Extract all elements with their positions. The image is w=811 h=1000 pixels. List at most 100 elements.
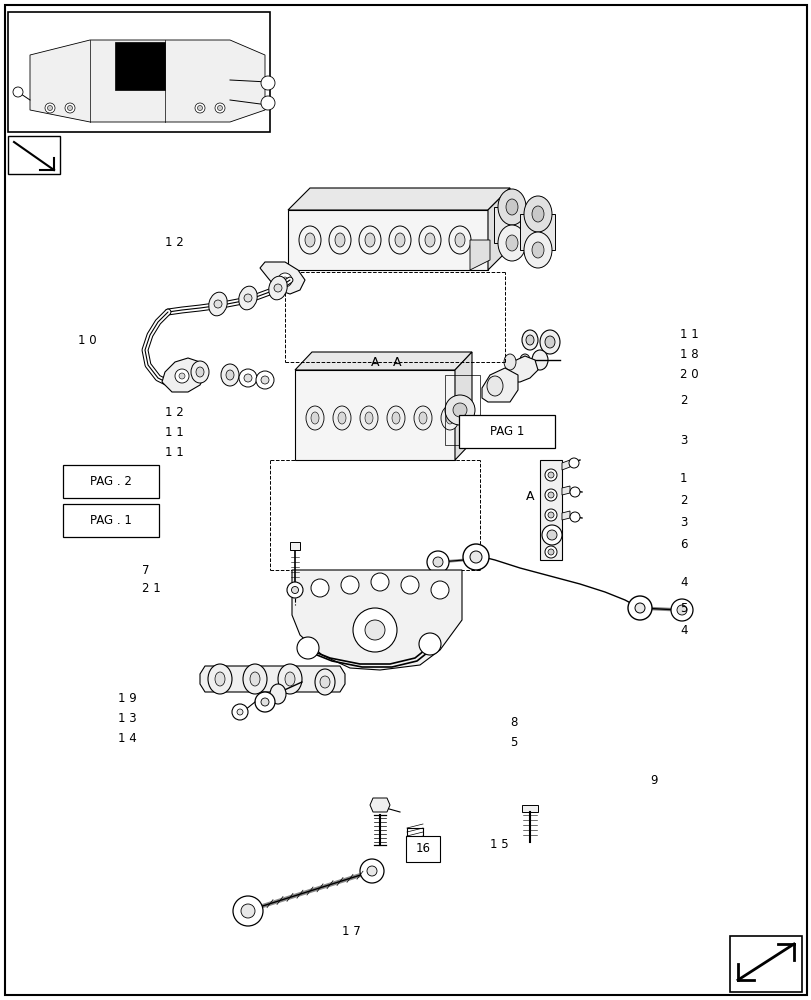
Bar (444, 375, 479, 445)
Circle shape (432, 557, 443, 567)
Ellipse shape (305, 233, 315, 247)
Ellipse shape (531, 206, 543, 222)
Ellipse shape (497, 225, 526, 261)
Circle shape (178, 373, 185, 379)
Ellipse shape (285, 672, 294, 686)
Ellipse shape (250, 672, 260, 686)
Ellipse shape (242, 664, 267, 694)
Circle shape (547, 512, 553, 518)
Ellipse shape (505, 199, 517, 215)
Text: 1 2: 1 2 (165, 406, 183, 418)
Ellipse shape (208, 664, 232, 694)
Circle shape (544, 469, 556, 481)
Ellipse shape (523, 232, 551, 268)
Polygon shape (539, 460, 561, 560)
Polygon shape (292, 570, 461, 670)
Text: 1 1: 1 1 (165, 446, 183, 458)
Ellipse shape (358, 226, 380, 254)
Circle shape (311, 579, 328, 597)
Text: 5: 5 (509, 735, 517, 748)
Ellipse shape (392, 412, 400, 424)
Polygon shape (561, 460, 569, 470)
Polygon shape (288, 188, 509, 210)
Ellipse shape (311, 412, 319, 424)
Circle shape (297, 637, 319, 659)
Ellipse shape (531, 350, 547, 370)
Circle shape (367, 866, 376, 876)
Circle shape (359, 859, 384, 883)
Text: 1 4: 1 4 (118, 731, 136, 744)
Circle shape (233, 896, 263, 926)
Circle shape (47, 106, 53, 111)
Circle shape (569, 458, 578, 468)
Circle shape (547, 530, 556, 540)
Text: 2 1: 2 1 (142, 582, 161, 594)
Text: 8: 8 (509, 715, 517, 728)
Polygon shape (294, 370, 454, 460)
Ellipse shape (531, 242, 543, 258)
Circle shape (569, 487, 579, 497)
Ellipse shape (335, 233, 345, 247)
Circle shape (273, 284, 281, 292)
Circle shape (341, 576, 358, 594)
Text: 1 5: 1 5 (489, 838, 508, 851)
Circle shape (444, 395, 474, 425)
Circle shape (13, 87, 23, 97)
Circle shape (544, 529, 556, 541)
Ellipse shape (418, 412, 427, 424)
Bar (8, 12, 270, 132)
Circle shape (45, 103, 55, 113)
Circle shape (255, 371, 273, 389)
Bar (63, 465, 159, 498)
Text: 4: 4 (679, 624, 687, 636)
Ellipse shape (497, 189, 526, 225)
Circle shape (371, 573, 388, 591)
Polygon shape (162, 358, 204, 392)
Text: 16: 16 (415, 842, 430, 855)
Circle shape (291, 586, 298, 593)
Ellipse shape (365, 233, 375, 247)
Circle shape (401, 576, 418, 594)
Ellipse shape (277, 664, 302, 694)
Ellipse shape (387, 406, 405, 430)
Text: 1 0: 1 0 (78, 334, 97, 347)
Circle shape (365, 620, 384, 640)
Circle shape (676, 605, 686, 615)
Ellipse shape (270, 684, 285, 704)
Text: 3: 3 (679, 516, 687, 528)
Bar (63, 504, 159, 537)
Circle shape (547, 472, 553, 478)
Circle shape (232, 704, 247, 720)
Ellipse shape (414, 406, 431, 430)
Circle shape (215, 103, 225, 113)
Ellipse shape (394, 233, 405, 247)
Ellipse shape (359, 406, 378, 430)
Circle shape (427, 551, 448, 573)
Ellipse shape (191, 361, 208, 383)
Bar (458, 415, 554, 448)
Circle shape (243, 294, 251, 302)
Circle shape (237, 709, 242, 715)
Text: 1 2: 1 2 (165, 235, 183, 248)
Ellipse shape (328, 226, 350, 254)
Circle shape (670, 599, 692, 621)
Ellipse shape (365, 412, 372, 424)
Ellipse shape (221, 364, 238, 386)
Circle shape (418, 633, 440, 655)
Ellipse shape (238, 286, 257, 310)
Circle shape (286, 582, 303, 598)
Circle shape (541, 525, 561, 545)
Ellipse shape (388, 226, 410, 254)
Bar (406, 836, 440, 862)
Ellipse shape (268, 276, 287, 300)
Circle shape (431, 581, 448, 599)
Ellipse shape (539, 330, 560, 354)
Circle shape (238, 369, 257, 387)
Circle shape (260, 96, 275, 110)
Text: PAG . 1: PAG . 1 (90, 514, 132, 527)
Circle shape (260, 376, 268, 384)
Bar (519, 214, 554, 250)
Text: 4: 4 (679, 576, 687, 588)
Ellipse shape (505, 235, 517, 251)
Ellipse shape (333, 406, 350, 430)
